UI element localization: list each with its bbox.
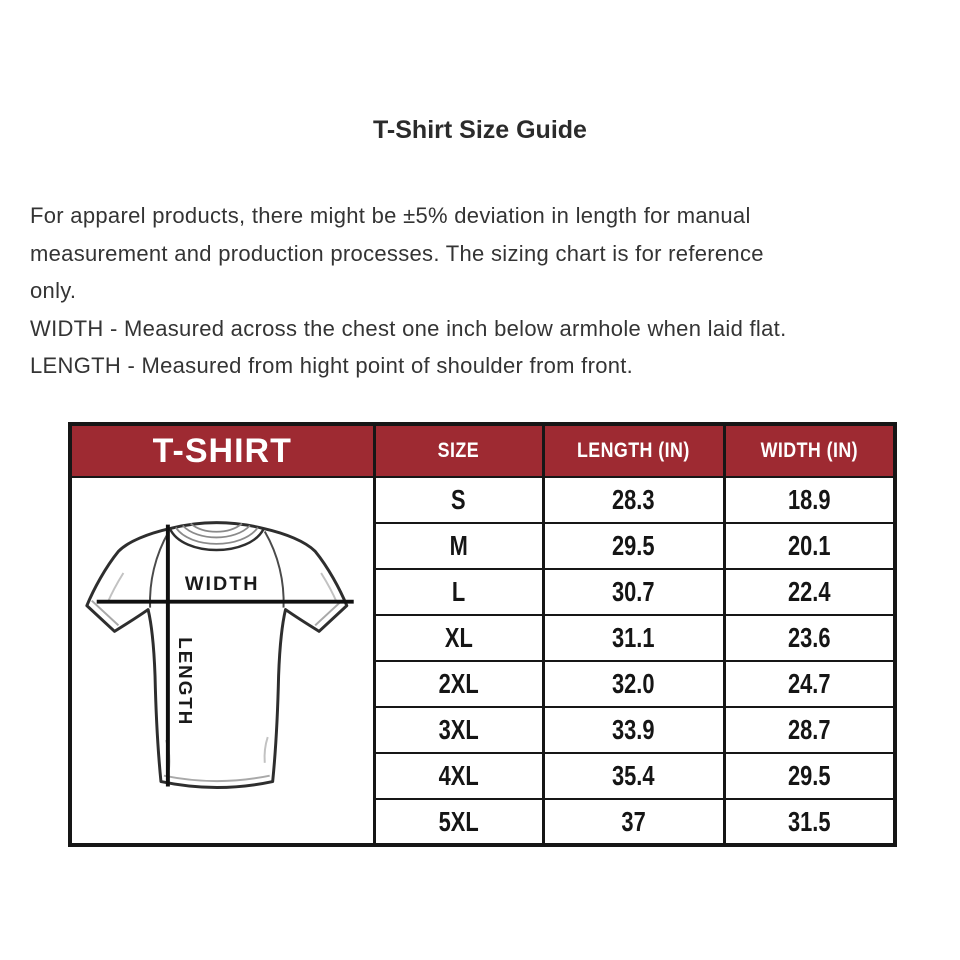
column-header-length: LENGTH (IN) xyxy=(541,423,726,478)
length-cell: 33.9 xyxy=(541,706,726,754)
size-cell: 4XL xyxy=(372,752,545,800)
width-cell: 24.7 xyxy=(722,660,897,708)
description-line-3: only. xyxy=(30,278,77,304)
column-header-size: SIZE xyxy=(372,423,545,478)
size-cell: 2XL xyxy=(372,660,545,708)
length-cell: 37 xyxy=(541,798,726,846)
width-definition: WIDTH - Measured across the chest one in… xyxy=(30,315,787,341)
tshirt-line-drawing-svg: WIDTH LENGTH xyxy=(85,521,354,789)
collar-rib-1 xyxy=(175,526,259,545)
table-row-2xl: 2XL 32.0 24.7 xyxy=(70,660,897,708)
tshirt-illustration: WIDTH LENGTH xyxy=(68,476,376,846)
product-label: T-SHIRT xyxy=(152,431,292,470)
collar-band xyxy=(168,527,265,552)
width-cell: 23.6 xyxy=(722,614,897,662)
width-cell: 20.1 xyxy=(722,522,897,570)
table-row-3xl: 3XL 33.9 28.7 xyxy=(70,706,897,754)
length-measure-label: LENGTH xyxy=(175,637,196,726)
size-cell: L xyxy=(372,568,545,616)
bottom-hem-stitch xyxy=(163,774,270,783)
table-row-l: L 30.7 22.4 xyxy=(70,568,897,616)
length-cell: 29.5 xyxy=(541,522,726,570)
table-row-4xl: 4XL 35.4 29.5 xyxy=(70,752,897,800)
wrinkle-right xyxy=(263,736,269,763)
table-row-5xl: 5XL 37 31.5 xyxy=(70,798,897,846)
size-cell: 3XL xyxy=(372,706,545,754)
width-cell: 28.7 xyxy=(722,706,897,754)
description-line-2: measurement and production processes. Th… xyxy=(30,240,764,266)
tshirt-body-outline xyxy=(85,521,349,789)
length-cell: 30.7 xyxy=(541,568,726,616)
page-title: T-Shirt Size Guide xyxy=(373,116,587,144)
table-row-xl: XL 31.1 23.6 xyxy=(70,614,897,662)
width-cell: 31.5 xyxy=(722,798,897,846)
collar-rib-3 xyxy=(190,522,243,533)
width-cell: 22.4 xyxy=(722,568,897,616)
size-guide-description: For apparel products, there might be ±5%… xyxy=(30,197,932,385)
left-sleeve-hem-stitch xyxy=(91,599,120,627)
width-cell: 18.9 xyxy=(722,476,897,524)
table-header-row: T-SHIRT SIZE LENGTH (IN) WIDTH (IN) xyxy=(68,423,897,478)
width-measure-label: WIDTH xyxy=(185,573,260,595)
size-cell: 5XL xyxy=(372,798,545,846)
table-row-m: M 29.5 20.1 xyxy=(70,522,897,570)
size-cell: S xyxy=(372,476,545,524)
size-cell: M xyxy=(372,522,545,570)
right-sleeve-hem-stitch xyxy=(314,599,343,627)
length-cell: 32.0 xyxy=(541,660,726,708)
length-cell: 28.3 xyxy=(541,476,726,524)
length-definition: LENGTH - Measured from hight point of sh… xyxy=(30,353,634,379)
description-line-1: For apparel products, there might be ±5%… xyxy=(30,203,751,228)
column-header-width: WIDTH (IN) xyxy=(722,423,897,478)
size-chart: T-SHIRT SIZE LENGTH (IN) WIDTH (IN) xyxy=(68,422,897,847)
length-cell: 31.1 xyxy=(541,614,726,662)
length-cell: 35.4 xyxy=(541,752,726,800)
size-cell: XL xyxy=(372,614,545,662)
table-row-s: WIDTH LENGTH S 28.3 18.9 xyxy=(68,476,897,846)
size-chart-table: T-SHIRT SIZE LENGTH (IN) WIDTH (IN) xyxy=(68,422,897,847)
width-cell: 29.5 xyxy=(722,752,897,800)
collar-rib-2 xyxy=(182,524,251,539)
product-header-cell: T-SHIRT xyxy=(68,423,376,478)
